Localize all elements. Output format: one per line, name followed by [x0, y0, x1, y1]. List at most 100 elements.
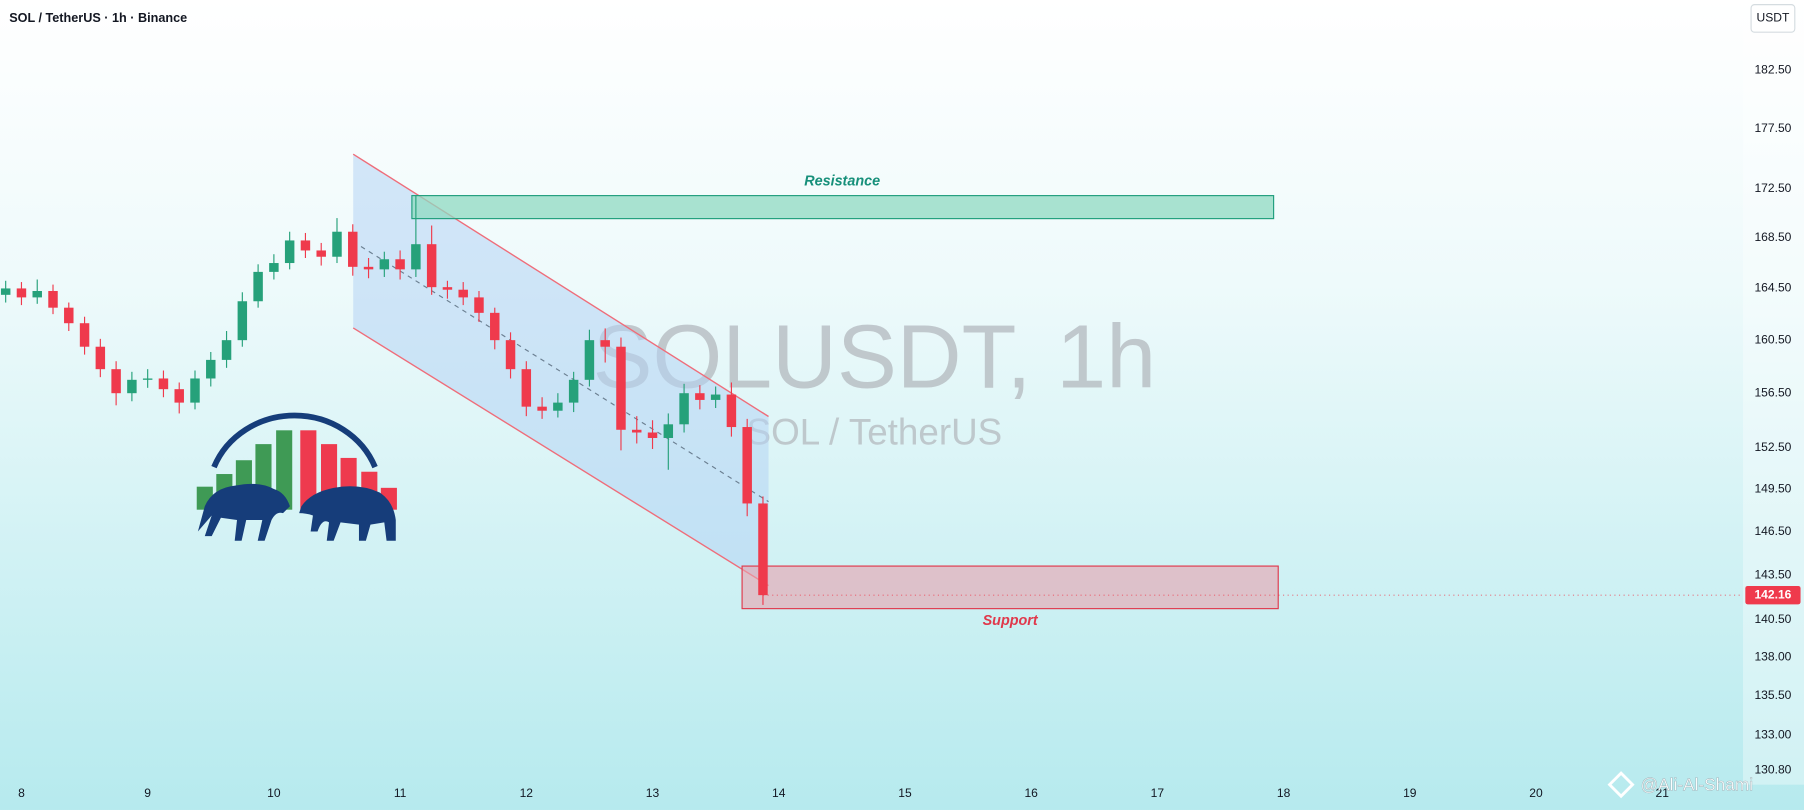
candle-body [616, 346, 626, 430]
candle-body [253, 271, 263, 302]
y-tick-label: 182.50 [1754, 62, 1791, 76]
plot: 182.50 177.50 172.50 168.50 164.50 160.50 156.… [0, 62, 1801, 800]
candle-body [442, 287, 453, 290]
x-tick-label: 11 [394, 786, 407, 800]
candle-body [490, 312, 500, 341]
channel-lower [352, 327, 769, 587]
candle-body [411, 244, 421, 270]
candle-body [695, 393, 705, 400]
candle-body [395, 259, 405, 270]
candle-body [348, 231, 358, 267]
candle-body [600, 340, 610, 347]
candle-body [79, 323, 90, 347]
candle-body [568, 379, 579, 403]
candle-body [726, 394, 737, 428]
y-tick-label: 130.80 [1754, 762, 1791, 776]
x-tick-label: 19 [1403, 786, 1417, 800]
logo [196, 412, 397, 541]
support-zone [741, 565, 1279, 610]
candle-body [16, 288, 27, 298]
candle-body [758, 503, 768, 596]
support-label: Support [983, 613, 1039, 629]
x-tick-label: 14 [772, 786, 786, 800]
candle-body [127, 379, 137, 394]
currency: USDT [1756, 11, 1790, 25]
y-tick-label: 160.50 [1754, 332, 1791, 346]
candle-body [663, 424, 674, 438]
resistance-zone [411, 195, 1275, 220]
candle-body [316, 250, 326, 257]
x-tick-label: 12 [520, 786, 534, 800]
candle-body [537, 406, 547, 411]
x-tick-label: 15 [898, 786, 912, 800]
channel-fill [353, 154, 769, 586]
price-axis [1743, 0, 1804, 785]
x-tick-label: 8 [18, 786, 25, 800]
chart-title: SOL / TetherUS · 1h · Binance [9, 11, 187, 25]
candle-body [632, 429, 642, 433]
last-price-box [1745, 585, 1801, 605]
candle-body [363, 266, 374, 270]
candle-body [221, 340, 232, 360]
candle-body [710, 394, 721, 400]
watermark-subtitle: SOL / TetherUS [747, 412, 1003, 453]
candle-body [742, 427, 752, 504]
candle-body [474, 297, 484, 313]
credit: @Ali-Al-Shami [1641, 774, 1753, 794]
candle-body [584, 340, 595, 380]
y-tick-label: 149.50 [1754, 482, 1791, 496]
currency-box [1750, 4, 1796, 33]
candle-body [142, 378, 153, 380]
candle-body [521, 369, 532, 407]
resistance-label: Resistance [804, 174, 880, 190]
y-tick-label: 146.50 [1754, 524, 1791, 538]
candle-body [553, 402, 563, 411]
y-tick-label: 152.50 [1754, 440, 1791, 454]
channel-mid [352, 241, 769, 503]
candle-body [505, 340, 516, 370]
candle-body [0, 288, 11, 295]
x-tick-label: 21 [1656, 786, 1670, 800]
candle-body [64, 307, 74, 324]
y-tick-label: 177.50 [1754, 121, 1791, 135]
y-tick-label: 140.50 [1754, 612, 1791, 626]
candle-body [111, 369, 121, 394]
x-tick-label: 10 [267, 786, 281, 800]
candle-body [158, 378, 169, 390]
candle-body [647, 432, 658, 438]
candle-body [48, 290, 58, 308]
candle-body [300, 240, 311, 251]
y-tick-label: 135.50 [1754, 688, 1791, 702]
y-tick-label: 143.50 [1754, 568, 1791, 582]
x-tick-label: 18 [1277, 786, 1291, 800]
candle-body [32, 290, 42, 298]
y-tick-label: 156.50 [1754, 385, 1791, 399]
candle-body [679, 393, 689, 425]
candle-body [237, 301, 248, 341]
candle-body [269, 263, 279, 272]
candle-body [95, 346, 106, 370]
candle-body [190, 378, 200, 403]
last-price-label: 142.16 [1754, 587, 1791, 601]
candle-body [458, 289, 468, 298]
x-tick-label: 9 [144, 786, 151, 800]
candle-body [379, 259, 390, 270]
y-tick-label: 138.00 [1754, 650, 1791, 664]
y-tick-label: 172.50 [1754, 181, 1791, 195]
credit-logo [1607, 771, 1635, 799]
candle-body [284, 240, 295, 264]
y-tick-label: 168.50 [1754, 230, 1791, 244]
candle-body [206, 359, 216, 379]
candle-body [174, 389, 184, 403]
x-tick-label: 16 [1024, 786, 1038, 800]
x-tick-label: 20 [1529, 786, 1543, 800]
x-tick-label: 17 [1151, 786, 1165, 800]
y-tick-label: 164.50 [1754, 281, 1791, 295]
y-tick-label: 133.00 [1754, 727, 1791, 741]
x-tick-label: 13 [646, 786, 660, 800]
candle-body [332, 231, 342, 257]
candle-body [426, 244, 437, 288]
